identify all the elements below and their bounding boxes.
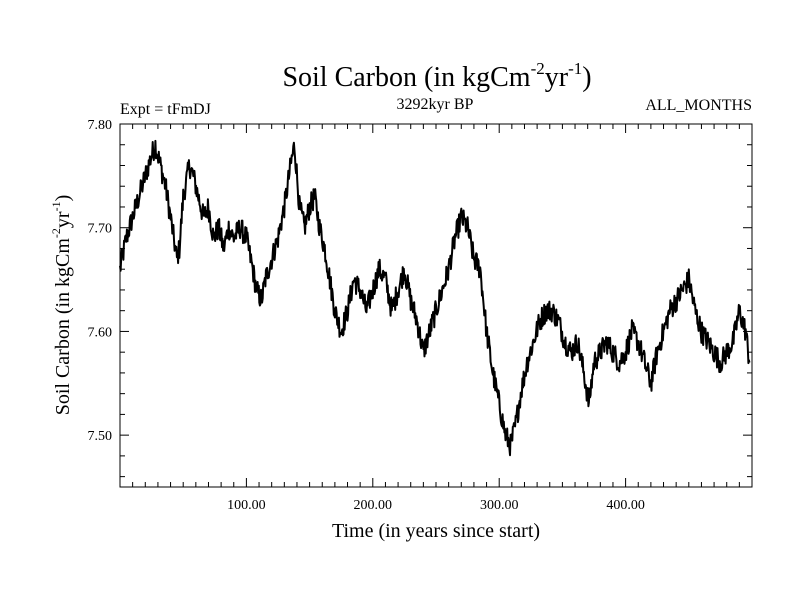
x-tick-label: 200.00: [354, 498, 393, 513]
y-tick-label: 7.80: [88, 118, 113, 133]
x-tick-label: 100.00: [227, 498, 266, 513]
x-tick-label: 400.00: [606, 498, 645, 513]
period-label: 3292kyr BP: [397, 96, 474, 113]
months-label: ALL_MONTHS: [645, 97, 752, 114]
x-tick-label: 300.00: [480, 498, 519, 513]
experiment-label: Expt = tFmDJ: [120, 101, 211, 118]
y-tick-label: 7.50: [88, 429, 113, 444]
chart-title: Soil Carbon (in kgCm-2yr-1): [282, 59, 591, 93]
soil-carbon-series-line: [119, 139, 751, 457]
y-tick-label: 7.70: [88, 222, 113, 237]
x-axis-label: Time (in years since start): [332, 520, 540, 542]
x-axis-ticks: 100.00 200.00 300.00 400.00: [132, 124, 740, 513]
y-axis-label: Soil Carbon (in kgCm-2yr-1): [49, 195, 74, 416]
y-tick-label: 7.60: [88, 325, 113, 340]
